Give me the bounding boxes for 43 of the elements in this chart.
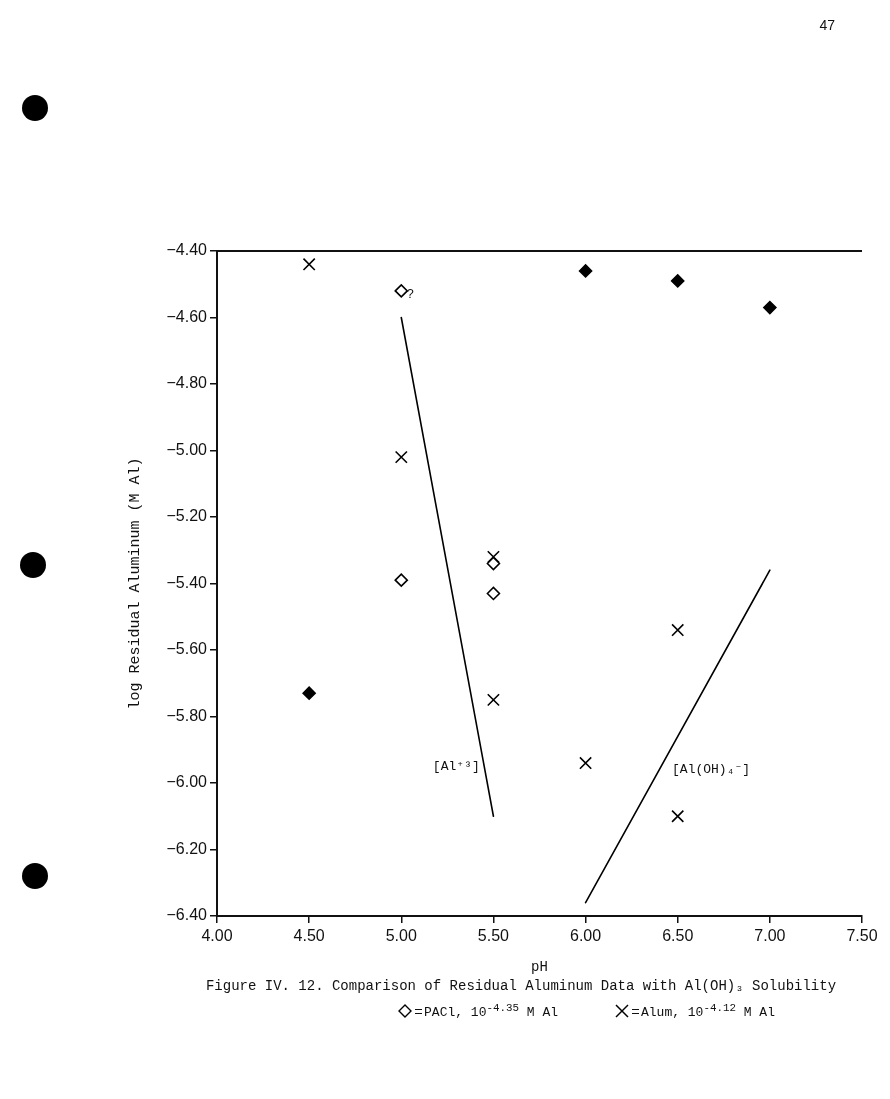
point (394, 284, 409, 298)
point (486, 550, 500, 564)
text: Figure IV. 12. Comparison of Residual Aluminum Data with Al(OH)₃ Solubility (204, 978, 838, 994)
x-tick-label: 5.50 (477, 927, 510, 945)
text: 47 (819, 17, 835, 33)
point (579, 756, 593, 770)
y-tick-label: −6.40 (166, 906, 208, 924)
y-tick-label: −5.80 (166, 706, 208, 724)
x-axis-title: pH (531, 959, 548, 976)
y-tick-label: −5.60 (166, 640, 208, 658)
legend-label: Alum, 10$^{-4.12}$ M Al (641, 1002, 775, 1021)
x-tick-label: 7.50 (846, 927, 878, 945)
y-tick-label: −5.40 (166, 573, 208, 591)
point (670, 274, 685, 288)
y-tick-label: −6.00 (166, 773, 208, 791)
annotation: [Al⁺³] (432, 758, 480, 774)
x-tick-label: 4.00 (201, 927, 233, 945)
point (671, 623, 685, 637)
point (394, 450, 408, 464)
y-tick-label: −4.60 (166, 307, 208, 325)
point (302, 257, 316, 271)
x-tick-label: 5.00 (385, 927, 417, 945)
point (302, 686, 316, 701)
point (671, 809, 685, 823)
y-tick-label: −4.80 (166, 374, 208, 392)
y-tick-label: −5.20 (166, 507, 208, 525)
legend-label: PACl, 10$^{-4.35}$ M Al (424, 1002, 558, 1021)
x-tick-label: 6.00 (570, 927, 602, 945)
point (763, 300, 777, 315)
annotation: ? (406, 286, 415, 302)
point (486, 586, 501, 601)
point (486, 693, 500, 707)
y-tick-label: −4.40 (166, 241, 208, 259)
x-tick-label: 6.50 (662, 927, 694, 945)
point (486, 556, 501, 571)
annotation: [Al(OH)₄⁻] (672, 762, 751, 778)
x-tick-label: 7.00 (754, 927, 786, 945)
point (578, 264, 593, 278)
point (394, 573, 409, 587)
y-axis-title: log Residual Aluminum (M Al) (126, 457, 144, 710)
x-tick-label: 4.50 (293, 927, 325, 945)
y-tick-label: −5.00 (166, 440, 208, 458)
y-tick-label: −6.20 (166, 839, 208, 857)
